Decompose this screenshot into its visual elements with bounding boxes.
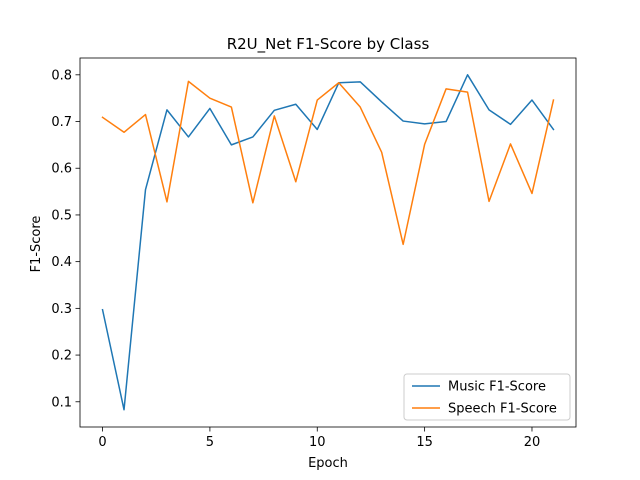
x-tick-label: 20 bbox=[524, 435, 541, 450]
legend-box bbox=[403, 373, 571, 421]
plot-area: 0 5 10 15 20 0.1 0.2 0.3 0.4 0.5 0.6 0.7 0.8 Music F1… bbox=[51, 57, 577, 450]
y-tick-label: 0.2 bbox=[51, 349, 72, 364]
legend-label-0: Music F1-Score bbox=[448, 380, 546, 395]
x-tick-label: 15 bbox=[416, 435, 433, 450]
y-tick-label: 0.7 bbox=[51, 115, 72, 130]
legend: Music F1-Score Speech F1-Score bbox=[403, 373, 571, 421]
y-axis-label: F1-Score bbox=[29, 216, 44, 273]
x-tick-label: 5 bbox=[206, 435, 214, 450]
x-axis-label: Epoch bbox=[308, 456, 348, 471]
y-tick-label: 0.6 bbox=[51, 162, 72, 177]
y-tick-label: 0.8 bbox=[51, 68, 72, 83]
axes-frame bbox=[79, 57, 577, 428]
y-tick-label: 0.3 bbox=[51, 302, 72, 317]
y-tick-label: 0.5 bbox=[51, 208, 72, 223]
chart-title: R2U_Net F1-Score by Class bbox=[227, 35, 430, 54]
series-line-1 bbox=[101, 80, 555, 246]
x-tick-label: 10 bbox=[309, 435, 326, 450]
legend-label-1: Speech F1-Score bbox=[448, 402, 557, 417]
series-line-0 bbox=[101, 74, 555, 411]
y-tick-label: 0.1 bbox=[51, 395, 72, 410]
x-tick-label: 0 bbox=[98, 435, 106, 450]
y-tick-label: 0.4 bbox=[51, 255, 72, 270]
